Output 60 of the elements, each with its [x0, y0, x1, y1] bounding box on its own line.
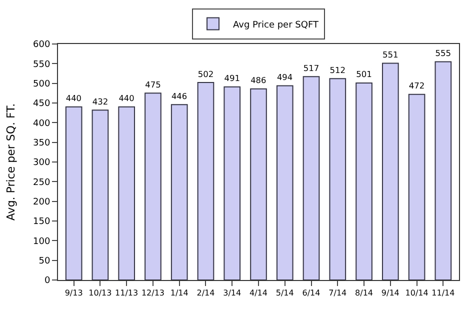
data-label: 517: [303, 62, 320, 73]
data-label: 475: [145, 79, 161, 90]
bar: [434, 61, 452, 280]
y-tick-label: 100: [33, 236, 50, 247]
y-tick-label: 50: [38, 256, 50, 266]
data-label: 432: [92, 96, 108, 106]
y-tick-label: 500: [33, 79, 50, 90]
y-tick-label: 250: [33, 178, 50, 188]
y-tick-label: 300: [33, 158, 50, 168]
data-label: 502: [198, 68, 214, 79]
data-label: 551: [382, 50, 398, 60]
bar: [382, 62, 399, 280]
data-label: 440: [118, 93, 134, 104]
y-tick-label: 150: [33, 217, 50, 228]
legend-label: Avg Price per SQFT: [233, 20, 319, 30]
x-tick-label: 1/14: [170, 288, 188, 298]
x-tick-label: 11/14: [432, 288, 455, 298]
x-tick-label: 9/14: [381, 288, 400, 298]
data-label: 491: [224, 73, 240, 84]
bar: [408, 94, 426, 280]
x-tick-label: 12/13: [141, 288, 164, 298]
data-label: 512: [330, 64, 346, 75]
data-label: 555: [435, 48, 452, 58]
y-tick-label: 450: [33, 99, 50, 110]
y-tick-label: 550: [33, 60, 50, 70]
bar: [118, 106, 136, 280]
bar: [329, 78, 346, 280]
bar: [356, 82, 372, 280]
data-label: 486: [250, 75, 266, 86]
data-label: 446: [171, 90, 188, 101]
y-tick-label: 0: [44, 276, 50, 286]
y-tick-label: 200: [33, 197, 50, 208]
bar: [144, 92, 162, 280]
x-tick-label: 6/14: [302, 288, 320, 298]
x-tick-label: 4/14: [250, 288, 268, 298]
x-tick-label: 8/14: [355, 288, 374, 298]
y-tick-label: 350: [33, 138, 50, 148]
bar: [170, 104, 188, 280]
data-label: 440: [66, 93, 82, 104]
y-tick-label: 400: [33, 118, 50, 129]
x-tick-label: 10/13: [88, 288, 112, 298]
x-tick-label: 11/13: [115, 288, 138, 298]
x-tick-label: 2/14: [196, 288, 215, 298]
bar: [197, 82, 214, 280]
data-label: 501: [356, 69, 372, 80]
x-tick-label: 10/14: [405, 288, 428, 298]
data-label: 472: [408, 80, 425, 91]
bar: [224, 86, 241, 280]
bar: [92, 110, 109, 280]
data-label: 494: [276, 72, 293, 82]
y-axis-title: Avg. Price per SQ. FT.: [4, 103, 18, 221]
bar: [65, 106, 82, 280]
y-tick-label: 600: [33, 40, 50, 50]
bar: [276, 85, 294, 280]
x-tick-label: 9/13: [64, 288, 83, 298]
x-tick-label: 5/14: [276, 288, 294, 298]
bar: [302, 76, 320, 280]
x-tick-label: 7/14: [328, 288, 347, 298]
bar: [250, 88, 267, 280]
x-tick-label: 3/14: [223, 288, 242, 298]
